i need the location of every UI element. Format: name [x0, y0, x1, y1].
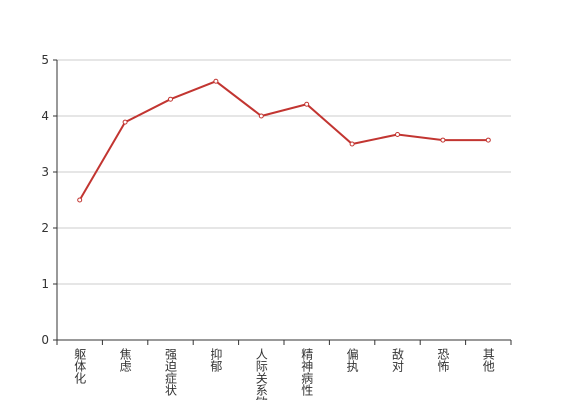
point [440, 137, 446, 143]
x-tick-label: 精神病性 [300, 348, 314, 397]
y-tick-label: 5 [41, 53, 49, 67]
point [395, 131, 400, 137]
point [213, 78, 219, 84]
x-tick-label: 其他 [481, 348, 495, 372]
x-tick-label: 强迫症状 [164, 348, 178, 396]
y-tick-label: 1 [41, 277, 49, 291]
x-tick-label: 恐怖 [436, 348, 450, 372]
y-tick-label: 0 [41, 333, 49, 347]
point [122, 119, 128, 125]
point [258, 113, 264, 119]
x-tick-label: 抑郁 [209, 347, 223, 373]
x-tick-label: 人际关系敏感 [254, 348, 268, 400]
x-tick-label: 焦虑 [118, 348, 132, 372]
point [349, 141, 355, 147]
y-tick-label: 4 [41, 109, 49, 123]
point [304, 101, 310, 107]
point [485, 137, 491, 143]
x-tick-label: 偏执 [345, 347, 359, 373]
x-tick-label: 躯体化 [73, 347, 87, 385]
point [168, 96, 173, 102]
point [77, 197, 83, 203]
line [78, 80, 489, 201]
y-tick-label: 3 [41, 165, 49, 179]
x-tick-label: 敌对 [391, 347, 405, 372]
y-tick-label: 2 [41, 221, 49, 235]
